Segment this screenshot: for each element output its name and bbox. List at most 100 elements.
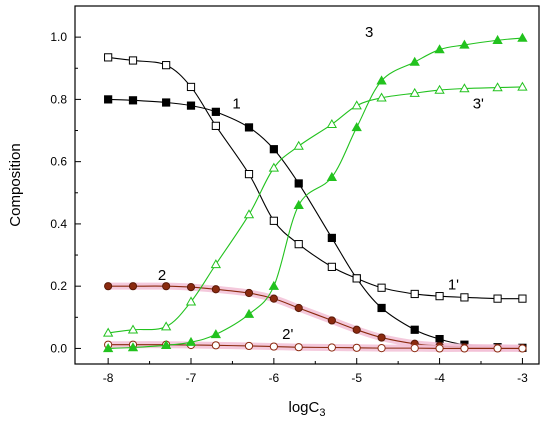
data-point (377, 283, 386, 292)
data-point (244, 288, 254, 298)
series-layer (102, 32, 528, 353)
data-point (377, 333, 386, 342)
data-point (352, 274, 361, 283)
series-label: 1 (232, 96, 240, 113)
y-tick-label: 1.0 (50, 30, 67, 44)
data-point (410, 325, 419, 334)
data-point (377, 344, 386, 353)
y-tick-label: 0.8 (50, 92, 67, 106)
data-point (492, 82, 503, 92)
data-point (102, 327, 114, 337)
series-line (108, 344, 523, 350)
data-point (244, 170, 254, 179)
data-point (294, 240, 303, 249)
data-point (326, 118, 338, 129)
data-point (459, 83, 470, 93)
data-point (293, 140, 304, 150)
data-point (294, 343, 303, 352)
data-point (493, 344, 502, 353)
x-tick-label: -5 (351, 371, 362, 385)
data-point (268, 280, 280, 290)
series-1-prime (104, 53, 527, 303)
data-point (352, 343, 361, 352)
data-point (351, 122, 362, 132)
data-point (268, 162, 280, 172)
data-point (211, 121, 220, 130)
series-highlight (104, 282, 526, 352)
data-point (434, 44, 445, 54)
x-axis-title: logC3 (289, 399, 326, 419)
data-point (127, 342, 139, 352)
data-point (376, 75, 387, 85)
series-label: 2' (282, 326, 293, 343)
data-point (518, 344, 527, 353)
series-line (108, 98, 523, 349)
data-point (460, 344, 469, 353)
y-tick-label: 0.0 (50, 341, 67, 355)
data-point (351, 100, 362, 110)
data-point (269, 145, 278, 154)
data-point (104, 282, 113, 291)
data-point (352, 325, 361, 334)
series-label: 1' (448, 276, 459, 293)
data-point (435, 344, 444, 353)
data-point (162, 61, 171, 70)
data-point (410, 344, 419, 353)
y-tick-label: 0.4 (50, 217, 67, 231)
data-point (517, 32, 528, 42)
data-point (160, 321, 172, 331)
data-point (376, 92, 387, 102)
data-point (210, 259, 222, 269)
data-point (186, 283, 196, 292)
data-point (186, 101, 196, 110)
data-point (162, 98, 171, 107)
data-point (460, 293, 469, 302)
series-3 (102, 32, 528, 353)
data-point (127, 324, 139, 334)
data-point (327, 262, 336, 271)
data-point (517, 81, 528, 91)
data-point (327, 343, 336, 352)
data-point (409, 87, 420, 97)
x-axis-title-subscript: 3 (319, 407, 325, 419)
data-point (211, 285, 220, 294)
data-point (326, 171, 338, 181)
data-point (410, 289, 419, 299)
plot-frame (74, 5, 540, 365)
data-point (435, 292, 444, 301)
data-point (104, 95, 113, 104)
data-point (244, 123, 254, 132)
data-point (327, 316, 336, 325)
data-point (293, 199, 304, 209)
ticks-layer: -8 -7 -6 -5 -4 -3 0.0 0.2 0.4 0.6 0.8 1.0 (50, 30, 528, 385)
data-point (128, 96, 138, 105)
y-axis-title: Composition (7, 143, 24, 226)
data-point (210, 329, 222, 339)
data-point (211, 107, 220, 116)
data-point (493, 294, 502, 303)
series-line (108, 56, 523, 300)
data-point (518, 294, 527, 303)
series-label: 3' (473, 96, 484, 113)
data-point (243, 308, 255, 318)
data-point (128, 56, 138, 65)
data-point (377, 303, 386, 313)
data-point (269, 216, 278, 225)
y-tick-label: 0.6 (50, 155, 67, 169)
series-line (108, 86, 523, 334)
data-point (269, 342, 278, 351)
data-point (294, 179, 303, 188)
data-point (104, 53, 113, 62)
data-point (434, 84, 445, 94)
data-point (162, 282, 171, 291)
data-point (459, 39, 470, 49)
series-line (108, 37, 523, 349)
series-3-prime (102, 81, 528, 337)
data-point (243, 209, 255, 219)
series-label: 3 (365, 24, 373, 41)
data-point (294, 303, 303, 313)
x-axis-title-main: logC (289, 399, 320, 416)
data-point (211, 341, 220, 350)
x-tick-label: -7 (186, 371, 197, 385)
